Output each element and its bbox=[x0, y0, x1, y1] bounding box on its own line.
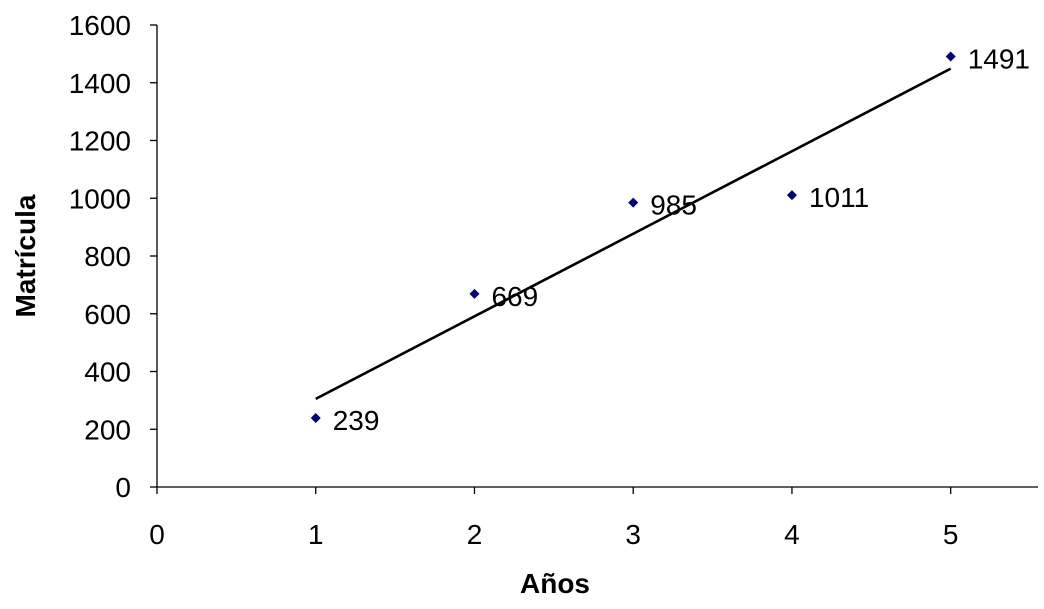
x-tick-label: 1 bbox=[308, 519, 324, 550]
x-tick-label: 0 bbox=[149, 519, 165, 550]
y-tick-label: 200 bbox=[84, 414, 131, 445]
data-point-marker bbox=[469, 288, 480, 299]
data-label: 1491 bbox=[968, 43, 1030, 74]
y-tick-label: 800 bbox=[84, 241, 131, 272]
y-tick-label: 1000 bbox=[69, 183, 131, 214]
trendline bbox=[315, 67, 952, 401]
y-tick-label: 1200 bbox=[69, 126, 131, 157]
y-tick-label: 1600 bbox=[69, 10, 131, 41]
data-point-marker bbox=[786, 190, 797, 201]
y-tick-label: 1400 bbox=[69, 68, 131, 99]
data-label: 239 bbox=[333, 405, 380, 436]
tick-labels: 0 200 400 600 800 1000 1200 1400 1600 0 1 2 3 4 5 bbox=[69, 10, 959, 550]
data-labels: 239 669 985 1011 1491 bbox=[333, 43, 1030, 436]
x-tick-label: 2 bbox=[467, 519, 483, 550]
x-axis-title: Años bbox=[520, 568, 590, 599]
y-tick-label: 400 bbox=[84, 357, 131, 388]
axes bbox=[150, 24, 1038, 494]
data-label: 985 bbox=[650, 190, 697, 221]
data-point-marker bbox=[945, 51, 956, 62]
y-axis-title: Matrícula bbox=[10, 194, 41, 317]
data-point-marker bbox=[628, 197, 639, 208]
data-points bbox=[310, 51, 956, 423]
y-tick-label: 0 bbox=[115, 472, 131, 503]
data-label: 1011 bbox=[809, 182, 869, 213]
data-label: 669 bbox=[491, 281, 538, 312]
y-tick-label: 600 bbox=[84, 299, 131, 330]
x-tick-label: 4 bbox=[784, 519, 800, 550]
x-tick-label: 5 bbox=[943, 519, 959, 550]
x-tick-label: 3 bbox=[625, 519, 641, 550]
trendline-layer bbox=[315, 67, 952, 401]
data-point-marker bbox=[310, 412, 321, 423]
